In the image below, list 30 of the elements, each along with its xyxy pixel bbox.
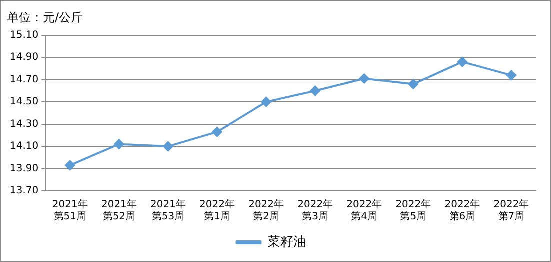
x-tick-label: 2022年第2周 [248, 198, 284, 223]
y-tick-label: 14.90 [10, 52, 39, 64]
point [65, 160, 76, 170]
point [114, 139, 124, 150]
y-tick-label: 14.30 [10, 118, 39, 130]
legend-label: 菜籽油 [267, 234, 306, 250]
point [212, 127, 222, 138]
x-tick-label: 2022年第5周 [396, 198, 432, 223]
point [408, 79, 418, 90]
x-tick-label: 2022年第3周 [298, 198, 334, 223]
x-tick-label: 2021年第53周 [150, 198, 186, 223]
chart-title: 单位：元/公斤 [7, 10, 84, 24]
x-tick-label: 2021年第51周 [52, 198, 88, 223]
point [261, 97, 272, 108]
point [163, 142, 174, 152]
y-tick-label: 14.10 [10, 141, 39, 152]
x-tick-label: 2022年第7周 [494, 198, 530, 223]
y-tick-label: 14.70 [10, 74, 39, 86]
x-tick-label: 2022年第6周 [444, 198, 480, 223]
point [457, 57, 468, 68]
x-tick-label: 2022年第4周 [346, 198, 382, 223]
y-tick-label: 13.70 [10, 186, 39, 197]
point [310, 86, 320, 96]
point [359, 74, 370, 84]
x-tick-label: 2021年第52周 [101, 198, 137, 223]
x-tick-label: 2022年第1周 [200, 198, 235, 223]
y-tick-label: 14.50 [10, 96, 39, 108]
y-tick-label: 15.10 [10, 30, 39, 41]
point [506, 70, 516, 80]
y-tick-label: 13.90 [10, 163, 39, 174]
